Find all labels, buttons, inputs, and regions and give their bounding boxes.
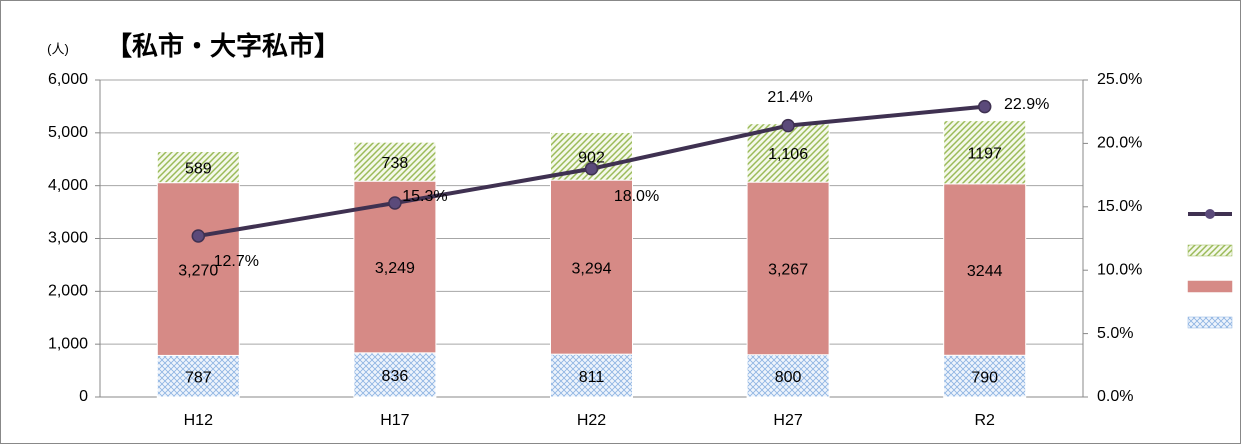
y2-tick-label: 20.0% [1097, 135, 1142, 152]
y-tick-label: 2,000 [48, 283, 88, 300]
data-label: 22.9% [1004, 96, 1049, 113]
data-label: 12.7% [214, 253, 259, 270]
data-label: 589 [185, 160, 212, 177]
data-label: 738 [382, 155, 409, 172]
data-label: 1197 [967, 145, 1002, 162]
x-tick-label: R2 [974, 412, 995, 429]
bar-segment [943, 120, 1027, 185]
x-tick-label: H27 [773, 412, 802, 429]
y2-tick-label: 0.0% [1097, 388, 1133, 405]
data-label: 3,267 [768, 262, 808, 279]
x-tick-label: H12 [184, 412, 213, 429]
bar-segment [550, 179, 633, 355]
y2-tick-label: 15.0% [1097, 198, 1142, 215]
bar-segment [156, 182, 240, 356]
data-label: 1,106 [768, 146, 808, 163]
legend-swatch [1187, 280, 1233, 293]
data-label: 800 [775, 369, 802, 386]
y-tick-label: 4,000 [48, 177, 88, 194]
y2-tick-label: 10.0% [1097, 261, 1142, 278]
bar-segment [353, 352, 437, 398]
line-marker [977, 99, 992, 114]
data-label: 790 [971, 369, 998, 386]
bar-segment [156, 354, 240, 398]
line-marker [191, 229, 206, 243]
line-marker [388, 196, 402, 210]
bar-segment [746, 354, 830, 398]
data-label: 3,270 [178, 262, 218, 279]
y-tick-label: 0 [79, 388, 88, 405]
data-label: 836 [382, 368, 409, 385]
data-label: 811 [579, 369, 605, 386]
legend-marker [1205, 209, 1215, 219]
bar-segment [353, 141, 437, 182]
line-marker [584, 162, 599, 176]
line-marker [781, 118, 795, 133]
legend-swatch [1187, 316, 1233, 329]
bar-segment [353, 180, 437, 354]
y-tick-label: 5,000 [48, 124, 88, 141]
data-label: 787 [185, 369, 212, 386]
bar-segment [746, 181, 830, 356]
x-tick-label: H17 [380, 412, 409, 429]
data-label: 3244 [967, 263, 1003, 280]
bar-segment [156, 151, 240, 184]
data-label: 3,294 [571, 260, 611, 277]
y-axis-label: (人) [47, 41, 69, 56]
x-tick-label: H22 [577, 412, 606, 429]
legend-swatch [1187, 244, 1233, 257]
y2-tick-label: 5.0% [1097, 325, 1133, 342]
data-label: 15.3% [402, 188, 447, 205]
bar-segment [550, 353, 633, 398]
data-label: 21.4% [767, 89, 812, 106]
y-tick-label: 6,000 [48, 71, 88, 88]
data-label: 902 [578, 150, 605, 167]
data-label: 18.0% [614, 188, 659, 205]
y-tick-label: 1,000 [48, 335, 88, 352]
y-tick-label: 3,000 [48, 230, 88, 247]
data-label: 3,249 [375, 260, 415, 277]
bar-segment [943, 354, 1027, 398]
chart-title: 【私市・大字私市】 [106, 31, 340, 61]
y2-tick-label: 25.0% [1097, 71, 1142, 88]
